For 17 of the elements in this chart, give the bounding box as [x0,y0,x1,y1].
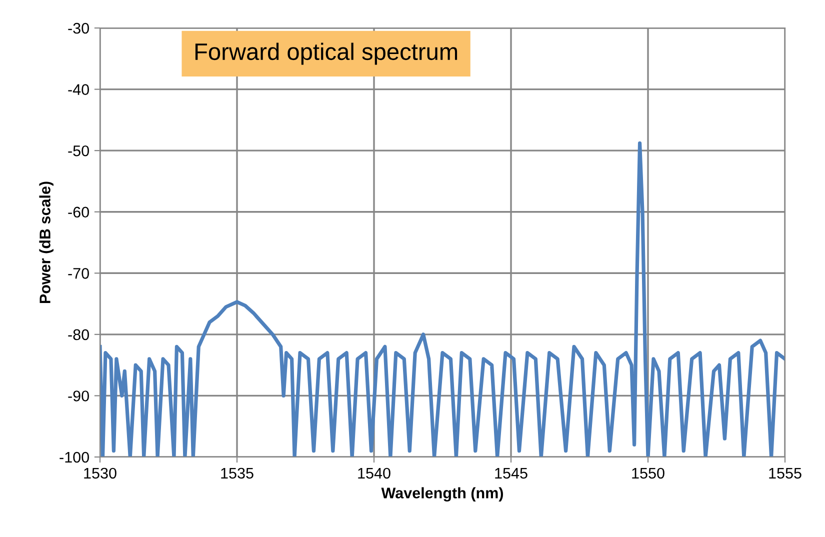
y-tick-label: -80 [68,329,89,340]
text: Forward optical spectrum [195,42,458,65]
y-tick-label: -90 [68,390,89,402]
y-tick-label: -100 [60,452,89,463]
x-tick-label: 1545 [495,468,528,479]
x-tick-label: 1530 [84,468,116,479]
y-tick-label: -60 [68,206,89,218]
x-tick-label: 1550 [632,468,664,479]
y-tick-label: -50 [68,145,89,156]
y-tick-label: -40 [68,84,89,95]
y-tick-label: -70 [68,268,89,279]
x-tick-label: 1540 [358,468,390,479]
x-tick-label: 1555 [769,468,802,479]
x-tick-label: 1535 [221,468,254,479]
y-tick-label: -30 [68,22,89,34]
y-axis-title: Power (dB scale) [39,182,54,304]
x-axis-title: Wavelength (nm) [381,487,503,502]
